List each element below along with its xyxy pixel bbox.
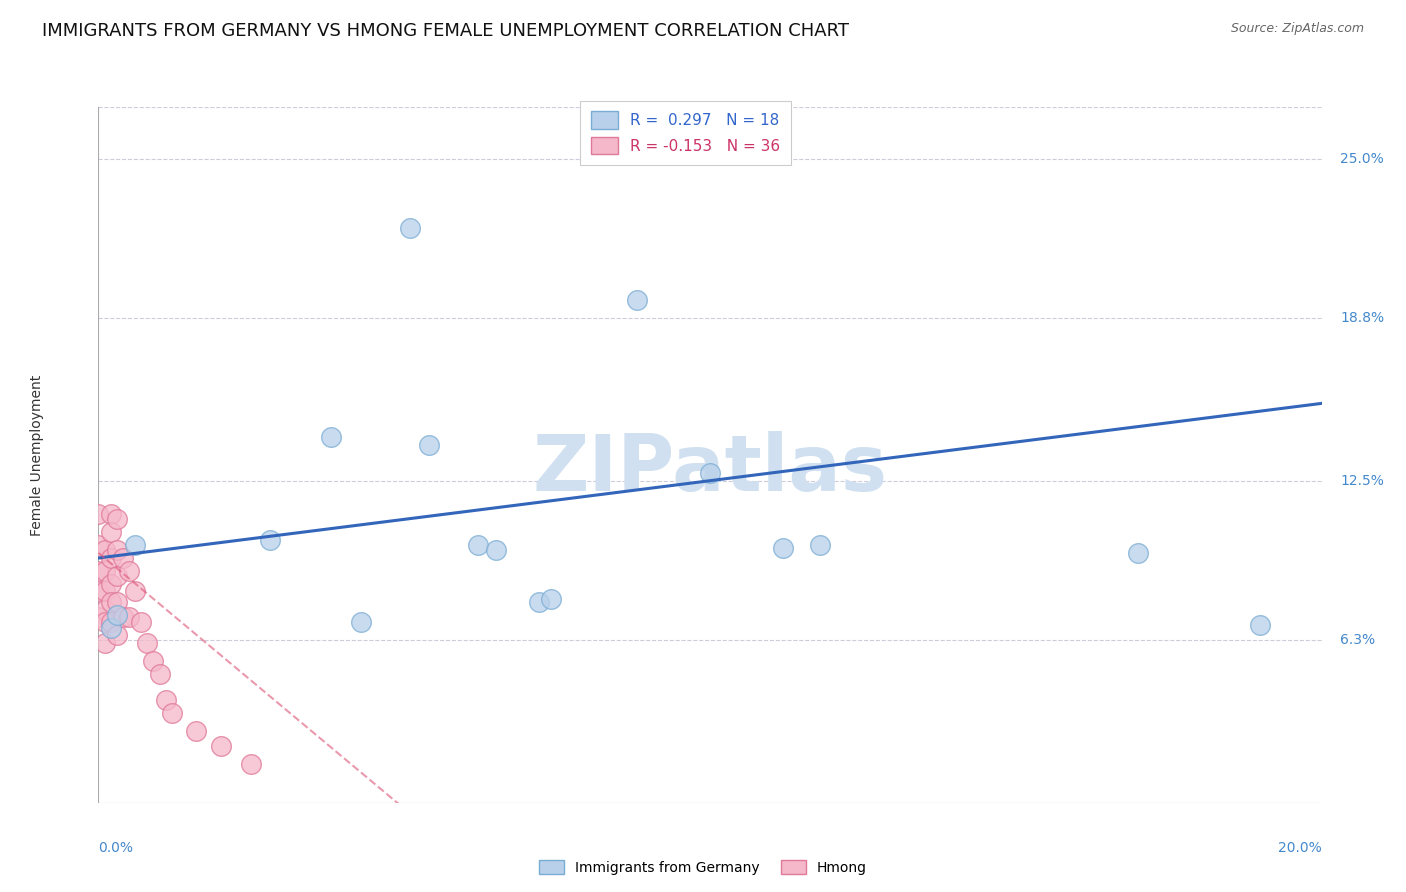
Point (105, 543, 128, 558)
Point (111, 551, 134, 566)
Point (93, 564, 115, 578)
Point (105, 569, 128, 583)
Point (149, 667, 172, 681)
Point (240, 757, 263, 772)
Point (100, 507, 122, 521)
Point (136, 636, 159, 650)
Text: IMMIGRANTS FROM GERMANY VS HMONG FEMALE UNEMPLOYMENT CORRELATION CHART: IMMIGRANTS FROM GERMANY VS HMONG FEMALE … (42, 22, 849, 40)
Point (100, 525, 122, 540)
Point (100, 615, 122, 630)
Text: 20.0%: 20.0% (1278, 841, 1322, 855)
Point (399, 221, 422, 235)
Legend: R =  0.297   N = 18, R = -0.153   N = 36: R = 0.297 N = 18, R = -0.153 N = 36 (579, 101, 792, 165)
Point (1128, 546, 1150, 560)
Point (155, 692, 177, 706)
Point (209, 739, 232, 753)
Point (105, 628, 128, 642)
Point (772, 541, 794, 555)
Point (87, 564, 110, 578)
Text: ZIPatlas: ZIPatlas (533, 431, 887, 507)
Text: 12.5%: 12.5% (1340, 474, 1384, 488)
Point (87, 610, 110, 624)
Point (93, 602, 115, 616)
Point (319, 430, 342, 444)
Text: 25.0%: 25.0% (1340, 152, 1384, 166)
Point (467, 538, 489, 552)
Point (124, 584, 146, 599)
Point (87, 538, 110, 552)
Text: 6.3%: 6.3% (1340, 633, 1375, 648)
Point (100, 621, 122, 635)
Point (100, 576, 122, 591)
Point (118, 610, 141, 624)
Point (142, 654, 165, 668)
Legend: Immigrants from Germany, Hmong: Immigrants from Germany, Hmong (534, 855, 872, 880)
Point (100, 551, 122, 566)
Point (699, 466, 721, 480)
Point (808, 538, 831, 552)
Point (350, 615, 373, 630)
Point (129, 615, 152, 630)
Point (626, 293, 648, 308)
Point (418, 437, 440, 451)
Point (111, 610, 134, 624)
Point (259, 533, 281, 547)
Point (93, 636, 115, 650)
Point (105, 512, 128, 526)
Text: 18.8%: 18.8% (1340, 311, 1384, 326)
Point (87, 584, 110, 599)
Point (100, 595, 122, 609)
Point (105, 607, 128, 622)
Point (540, 592, 562, 607)
Point (105, 595, 128, 609)
Point (485, 543, 508, 558)
Text: Female Unemployment: Female Unemployment (31, 375, 44, 535)
Point (118, 564, 141, 578)
Text: 0.0%: 0.0% (98, 841, 134, 855)
Text: Source: ZipAtlas.com: Source: ZipAtlas.com (1230, 22, 1364, 36)
Point (1249, 618, 1271, 632)
Point (527, 595, 550, 609)
Point (93, 615, 115, 630)
Point (93, 584, 115, 599)
Point (160, 706, 183, 720)
Point (124, 538, 146, 552)
Point (87, 507, 110, 521)
Point (186, 723, 208, 738)
Point (93, 543, 115, 558)
